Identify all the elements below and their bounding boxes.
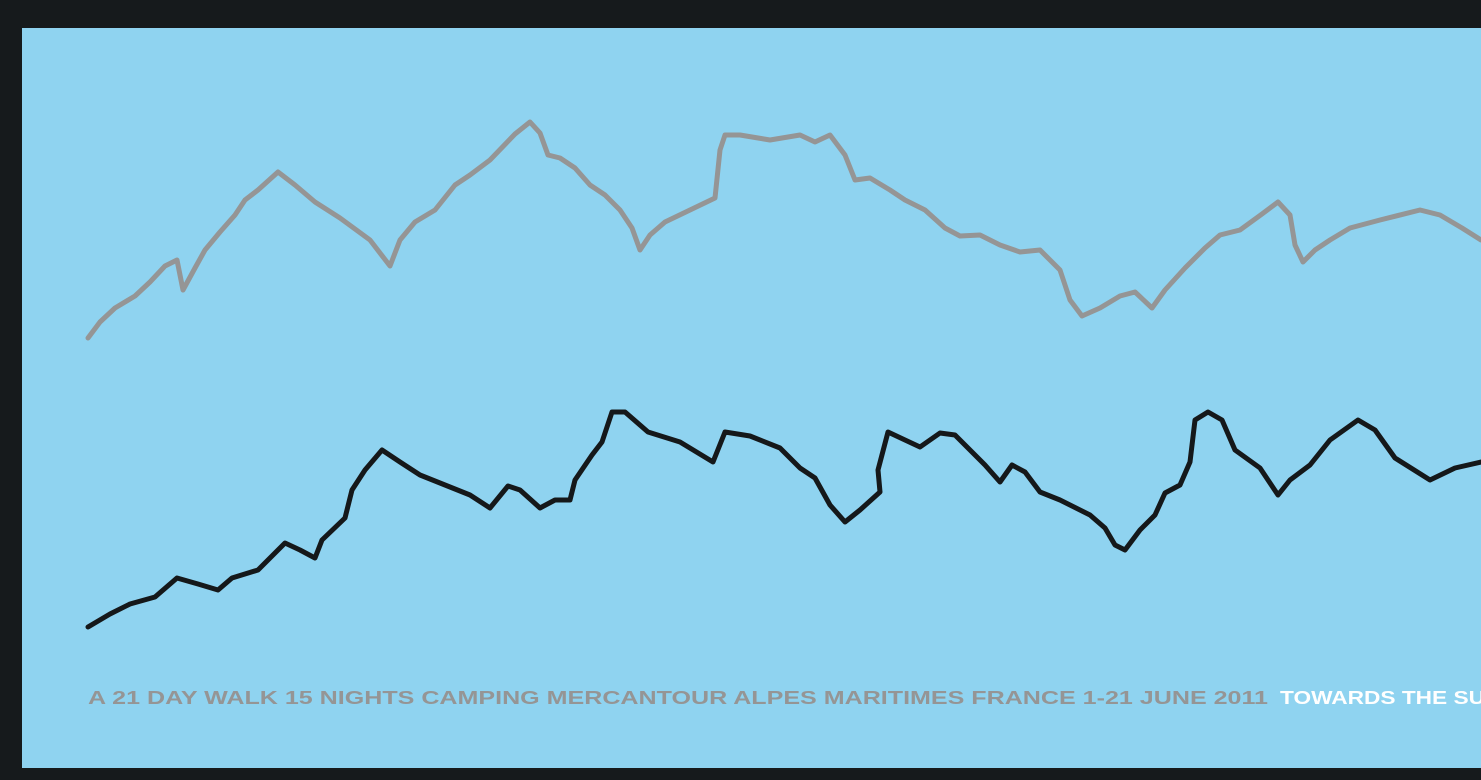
profile-gray (85, 119, 1481, 341)
caption-highlight: TOWARDS THE SU (1280, 688, 1481, 708)
poster-background (22, 28, 1481, 768)
caption-main: A 21 DAY WALK 15 NIGHTS CAMPING MERCANTO… (88, 688, 1268, 708)
profile-black (85, 409, 1481, 630)
